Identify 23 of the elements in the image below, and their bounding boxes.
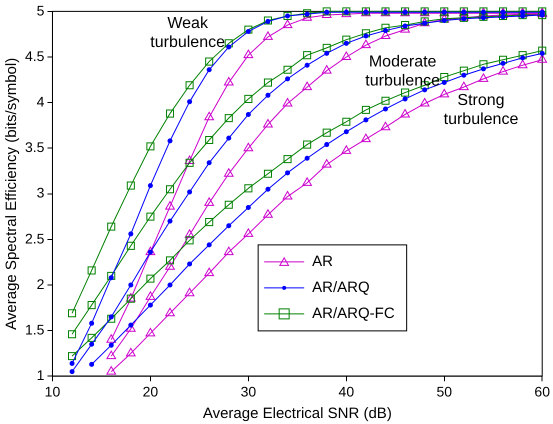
y-tick-label: 1.5 <box>24 321 45 338</box>
x-tick-label: 50 <box>436 383 452 400</box>
y-tick-label: 4 <box>36 93 45 110</box>
y-tick-label: 3 <box>36 184 45 201</box>
legend-label: AR/ARQ <box>312 279 370 296</box>
x-tick-label: 10 <box>44 383 60 400</box>
x-tick-label: 20 <box>142 383 158 400</box>
x-axis-title: Average Electrical SNR (dB) <box>202 405 392 422</box>
legend-label: AR <box>312 253 334 270</box>
annotation: Strong turbulence <box>444 92 518 128</box>
y-tick-label: 5 <box>36 2 45 18</box>
y-axis-title: Average Spectral Efficiency (bits/symbol) <box>3 58 20 330</box>
y-tick-label: 1 <box>36 367 45 384</box>
x-tick-label: 40 <box>338 383 354 400</box>
y-tick-label: 3.5 <box>24 139 45 156</box>
legend-label: AR/ARQ-FC <box>312 305 395 322</box>
annotation: Weak turbulence <box>150 15 226 52</box>
y-tick-label: 2.5 <box>24 230 45 246</box>
x-tick-label: 30 <box>240 383 256 400</box>
annotation: Moderate turbulence <box>365 54 440 90</box>
y-tick-label: 4.5 <box>24 48 45 64</box>
x-tick-label: 60 <box>534 383 550 400</box>
y-tick-label: 2 <box>36 276 45 292</box>
